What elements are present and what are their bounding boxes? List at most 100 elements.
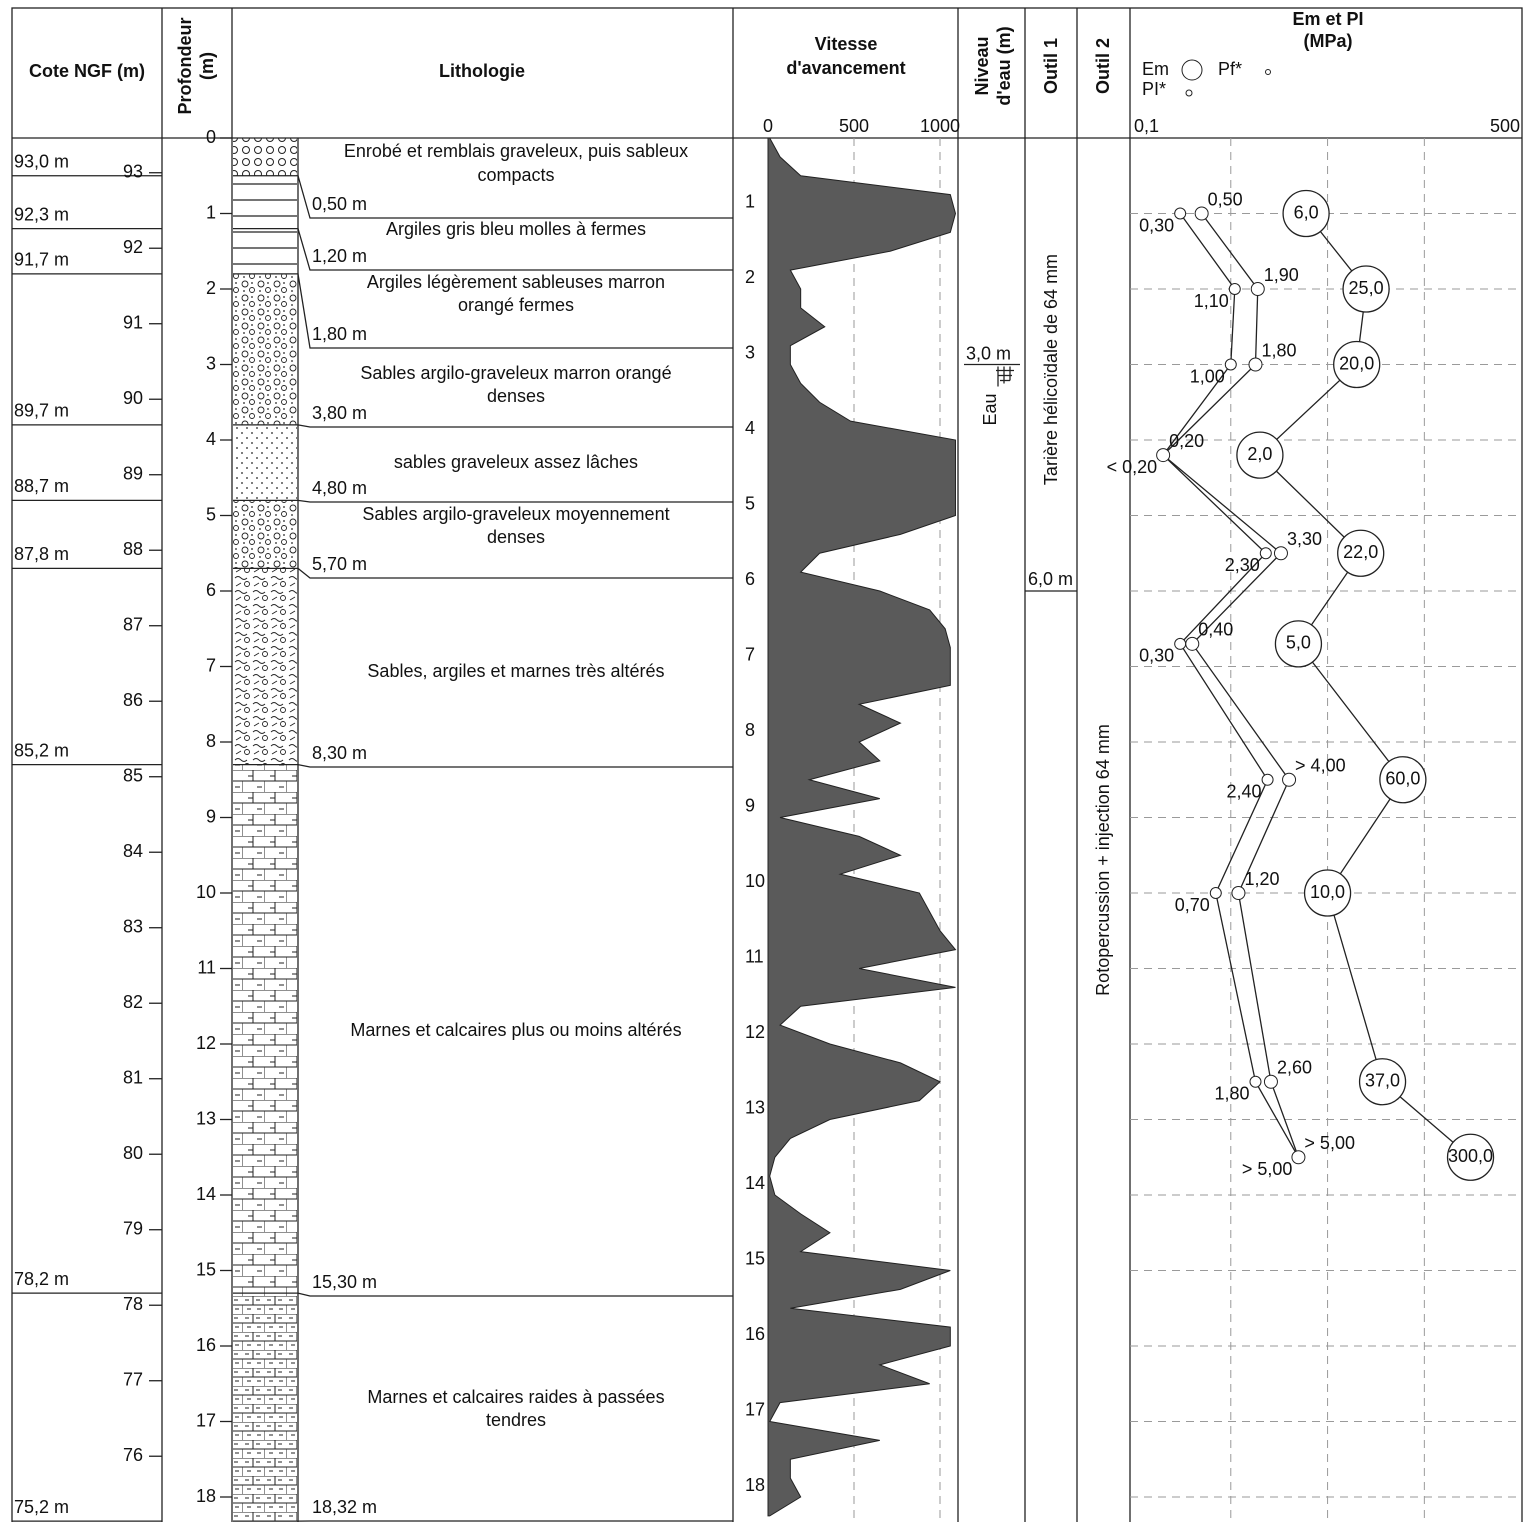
cote-tick-label: 89 xyxy=(123,463,143,483)
pl-label: 0,20 xyxy=(1169,431,1204,451)
header-cote: Cote NGF (m) xyxy=(29,61,145,81)
depth-tick-label: 7 xyxy=(206,655,216,675)
depth-tick-label: 2 xyxy=(206,278,216,298)
em-label: 6,0 xyxy=(1294,202,1319,222)
legend-em-symbol xyxy=(1182,60,1202,80)
layer-description: Argiles gris bleu molles à fermes xyxy=(386,219,646,239)
lithology-pattern xyxy=(233,176,297,229)
depth-label: 8,30 m xyxy=(312,743,367,763)
layer-description: Argiles légèrement sableuses marron xyxy=(367,272,665,292)
speed-depth-label: 7 xyxy=(745,644,755,664)
layer-description: denses xyxy=(487,527,545,547)
pl-point xyxy=(1283,773,1296,786)
depth-tick-label: 8 xyxy=(206,731,216,751)
speed-depth-label: 3 xyxy=(745,342,755,362)
header-lithologie: Lithologie xyxy=(439,61,525,81)
pf-label: 2,30 xyxy=(1225,555,1260,575)
layer-description: compacts xyxy=(477,165,554,185)
depth-tick-label: 4 xyxy=(206,429,216,449)
depth-tick-label: 9 xyxy=(206,806,216,826)
depth-label: 1,20 m xyxy=(312,246,367,266)
speed-depth-label: 5 xyxy=(745,493,755,513)
cote-tick-label: 87 xyxy=(123,614,143,634)
depth-tick-label: 6 xyxy=(206,580,216,600)
pl-point xyxy=(1249,358,1262,371)
layer-description: Enrobé et remblais graveleux, puis sable… xyxy=(344,141,688,161)
em-label: 25,0 xyxy=(1349,278,1384,298)
pf-point xyxy=(1250,1076,1261,1087)
cote-tick-label: 88 xyxy=(123,539,143,559)
speed-depth-label: 14 xyxy=(745,1173,765,1193)
pl-label: > 4,00 xyxy=(1295,756,1346,776)
speed-depth-label: 17 xyxy=(745,1399,765,1419)
pf-point xyxy=(1225,359,1236,370)
cote-tick-label: 90 xyxy=(123,388,143,408)
cote-tick-label: 81 xyxy=(123,1067,143,1087)
pl-label: 1,20 xyxy=(1244,869,1279,889)
tool2-text: Rotopercussion + injection 64 mm xyxy=(1093,724,1113,996)
layer-description: Marnes et calcaires raides à passées xyxy=(367,1387,664,1407)
em-label: 10,0 xyxy=(1310,882,1345,902)
header-profondeur: Profondeur xyxy=(175,18,195,115)
header-outil1: Outil 1 xyxy=(1041,38,1061,94)
pl-label: 3,30 xyxy=(1287,529,1322,549)
depth-tick-label: 0 xyxy=(206,127,216,147)
pl-point xyxy=(1157,449,1170,462)
depth-label: 15,30 m xyxy=(312,1272,377,1292)
cote-label: 87,8 m xyxy=(14,544,69,564)
depth-label: 1,80 m xyxy=(312,324,367,344)
cote-tick-label: 76 xyxy=(123,1445,143,1465)
water-text: Eau xyxy=(980,393,1000,425)
depth-label: 3,80 m xyxy=(312,403,367,423)
layer-description: Marnes et calcaires plus ou moins altéré… xyxy=(350,1020,681,1040)
lithology-pattern xyxy=(233,274,297,425)
speed-depth-label: 13 xyxy=(745,1097,765,1117)
pf-point xyxy=(1260,548,1271,559)
pl-label: 0,40 xyxy=(1198,620,1233,640)
header-vitesse: d'avancement xyxy=(786,58,905,78)
em-label: 60,0 xyxy=(1385,769,1420,789)
tool-end-label: 6,0 m xyxy=(1028,569,1073,589)
cote-tick-label: 78 xyxy=(123,1294,143,1314)
layer-description: tendres xyxy=(486,1410,546,1430)
tool1-text: Tarière hélicoïdale de 64 mm xyxy=(1041,254,1061,485)
em-label: 22,0 xyxy=(1343,542,1378,562)
depth-tick-label: 10 xyxy=(196,882,216,902)
speed-depth-label: 18 xyxy=(745,1475,765,1495)
cote-tick-label: 92 xyxy=(123,237,143,257)
lithology-pattern xyxy=(233,765,297,1294)
pf-label: 1,80 xyxy=(1214,1084,1249,1104)
cote-tick-label: 83 xyxy=(123,916,143,936)
speed-depth-label: 1 xyxy=(745,191,755,211)
depth-tick-label: 3 xyxy=(206,353,216,373)
cote-tick-label: 91 xyxy=(123,312,143,332)
cote-tick-label: 82 xyxy=(123,992,143,1012)
cote-label: 92,3 m xyxy=(14,204,69,224)
em-label: 300,0 xyxy=(1448,1146,1493,1166)
cote-label: 75,2 m xyxy=(14,1497,69,1517)
pl-point xyxy=(1232,887,1245,900)
pf-label: 0,70 xyxy=(1175,895,1210,915)
header-niveau: d'eau (m) xyxy=(994,26,1014,105)
legend-pl-symbol xyxy=(1186,90,1192,96)
layer-boundary xyxy=(233,1293,733,1296)
em-label: 5,0 xyxy=(1286,633,1311,653)
layer-description: orangé fermes xyxy=(458,295,574,315)
pl-point xyxy=(1264,1075,1277,1088)
em-label: 37,0 xyxy=(1365,1071,1400,1091)
layer-description: Sables, argiles et marnes très altérés xyxy=(367,661,664,681)
speed-tick-label: 500 xyxy=(839,116,869,136)
speed-depth-label: 8 xyxy=(745,720,755,740)
pl-point xyxy=(1274,547,1287,560)
pf-point xyxy=(1210,888,1221,899)
layer-boundary xyxy=(233,765,733,767)
cote-label: 91,7 m xyxy=(14,250,69,270)
pf-label: 1,10 xyxy=(1194,291,1229,311)
depth-tick-label: 13 xyxy=(196,1108,216,1128)
depth-tick-label: 1 xyxy=(206,202,216,222)
lithology-pattern xyxy=(233,1293,297,1521)
header-em-pl: (MPa) xyxy=(1304,31,1353,51)
cote-tick-label: 80 xyxy=(123,1143,143,1163)
pf-label: < 0,20 xyxy=(1107,457,1158,477)
pl-point xyxy=(1251,283,1264,296)
